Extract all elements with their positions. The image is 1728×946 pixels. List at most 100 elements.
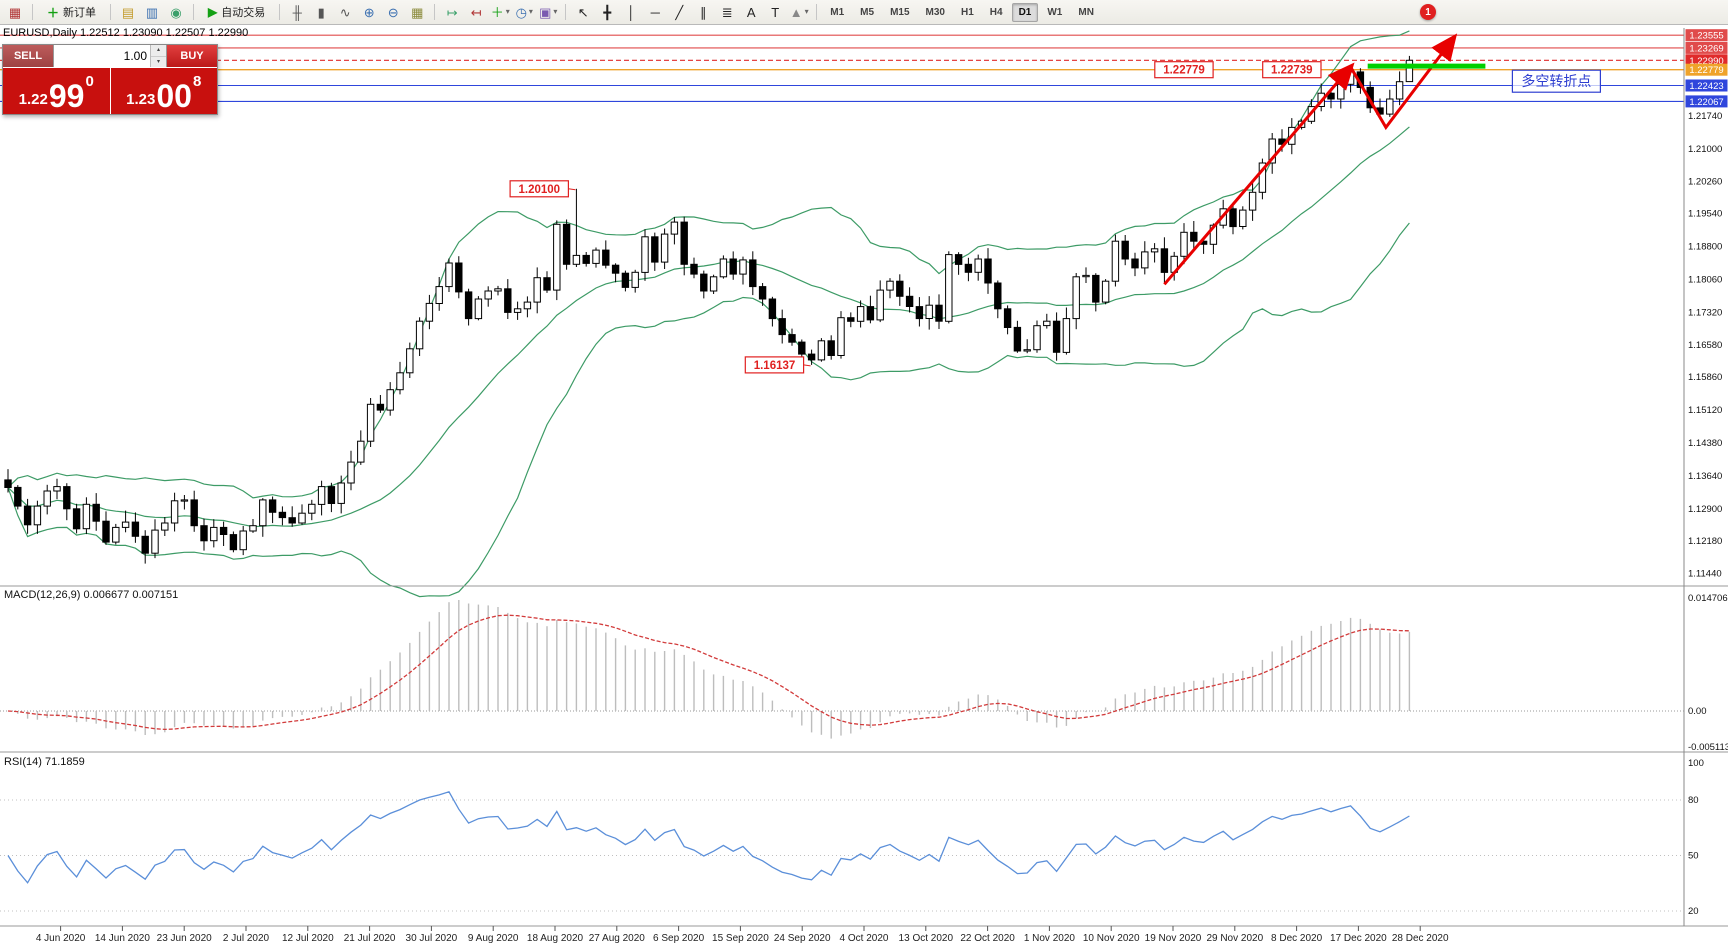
line-chart-icon[interactable]: ∿ <box>339 4 351 20</box>
market-watch-icon[interactable]: ▤ <box>121 4 135 20</box>
dropdown-caret-icon: ▾ <box>528 7 533 16</box>
dropdown-caret-icon: ▾ <box>804 7 809 16</box>
candle-body <box>484 290 492 300</box>
candle-body <box>1405 59 1414 83</box>
candle-body <box>817 340 826 361</box>
fibonacci-icon[interactable]: ≣ <box>721 4 733 20</box>
candle-body <box>14 486 22 507</box>
candle-body <box>631 271 639 288</box>
candle-body <box>611 264 620 274</box>
timeframe-h1[interactable]: H1 <box>960 6 974 18</box>
timeframe-m1[interactable]: M1 <box>830 6 845 18</box>
candle-body <box>896 280 904 297</box>
candle-body <box>768 298 777 320</box>
candle-body <box>513 308 522 313</box>
price-axis-tick-label: 1.18800 <box>1688 242 1722 253</box>
time-scale[interactable] <box>0 926 1728 946</box>
candle-body <box>1072 276 1080 320</box>
candle-body <box>562 223 571 265</box>
candle-body <box>190 499 198 527</box>
candle-body <box>886 280 894 291</box>
price-callout-box[interactable] <box>744 356 805 374</box>
navigator-icon[interactable]: ◉ <box>170 4 182 20</box>
vertical-line-icon[interactable]: │ <box>627 4 636 20</box>
auto-scroll-icon[interactable]: ↦ <box>446 4 458 20</box>
candle-body <box>1327 92 1335 100</box>
candle-body <box>180 499 189 502</box>
candle-body <box>680 221 688 265</box>
periods-icon[interactable]: ◷ ▾ <box>515 4 533 20</box>
price-scale-tag <box>1685 63 1728 76</box>
volume-up-button[interactable]: ▴ <box>151 45 166 57</box>
ask-price-display[interactable]: 1.23 00 8 <box>110 68 217 114</box>
notification-badge[interactable]: 1 <box>1420 4 1436 20</box>
candle-body <box>1111 240 1120 282</box>
text-icon[interactable]: A <box>746 4 756 20</box>
bar-chart-icon[interactable]: ╫ <box>292 4 302 20</box>
candle-body <box>827 340 835 356</box>
note-box[interactable] <box>1511 69 1602 93</box>
data-window-icon[interactable]: ▥ <box>145 4 159 20</box>
horizontal-line-icon[interactable]: ─ <box>650 4 660 20</box>
zoom-out-icon[interactable]: ⊖ <box>387 4 399 20</box>
indicators-icon[interactable]: ＋ ▾ <box>490 4 510 20</box>
price-callout-label: 1.22779 <box>1163 65 1205 77</box>
toolbar-separator <box>816 4 818 20</box>
new-order-button[interactable]: ＋新订单 <box>39 0 104 24</box>
volume-input[interactable]: 1.00 <box>123 49 147 63</box>
sell-button[interactable]: SELL <box>3 45 53 67</box>
timeframe-w1[interactable]: W1 <box>1047 6 1063 18</box>
candle-body <box>1013 326 1022 352</box>
candle-body <box>102 520 110 543</box>
candle-body <box>112 526 120 543</box>
candle-body <box>4 479 12 488</box>
buy-button[interactable]: BUY <box>167 45 217 67</box>
candle-body <box>376 403 385 411</box>
candle-body <box>278 511 287 519</box>
timeframe-m15[interactable]: M15 <box>890 6 910 18</box>
zoom-in-icon[interactable]: ⊕ <box>363 4 375 20</box>
price-scale-tag <box>1685 79 1728 92</box>
timeframe-d1[interactable]: D1 <box>1011 2 1039 22</box>
price-axis-tick-label: 1.21740 <box>1688 111 1722 122</box>
price-axis-tick-label: 1.14380 <box>1688 438 1722 449</box>
candle-body <box>660 233 669 263</box>
price-scale-tag <box>1685 41 1728 54</box>
price-callout-box[interactable] <box>1154 61 1214 79</box>
volume-down-button[interactable]: ▾ <box>151 56 166 67</box>
timeframe-m30[interactable]: M30 <box>925 6 945 18</box>
price-axis-tick-label: 1.12180 <box>1688 536 1722 547</box>
chart-shift-icon[interactable]: ↤ <box>470 4 482 20</box>
time-axis-label: 4 Oct 2020 <box>840 933 889 944</box>
shapes-icon[interactable]: ▲ ▾ <box>789 4 809 20</box>
channel-icon[interactable]: ∥ <box>700 4 707 20</box>
candle-body <box>905 295 914 307</box>
templates-icon[interactable]: ▣ ▾ <box>539 4 558 20</box>
timeframe-h4[interactable]: H4 <box>989 6 1003 18</box>
price-callout-box[interactable] <box>1262 61 1322 79</box>
timeframe-m5[interactable]: M5 <box>860 6 875 18</box>
cursor-icon[interactable]: ↖ <box>577 4 589 20</box>
candlestick-chart-icon[interactable]: ▮ <box>317 4 325 20</box>
price-scale[interactable] <box>1684 28 1728 926</box>
price-scale-tag-label: 1.22067 <box>1689 97 1723 108</box>
bid-price-display[interactable]: 1.22 99 0 <box>3 68 110 114</box>
tile-windows-icon[interactable]: ▦ <box>411 4 424 20</box>
trendline-icon[interactable]: ╱ <box>675 4 684 20</box>
autotrading-button[interactable]: ▶ 自动交易 <box>200 0 273 24</box>
candle-body <box>582 254 590 264</box>
dropdown-caret-icon: ▾ <box>553 7 558 16</box>
price-callout-box[interactable] <box>509 180 570 198</box>
autotrading-button-label: 自动交易 <box>221 7 266 19</box>
candle-body <box>1395 81 1404 100</box>
chart-window-icon[interactable]: ▦ <box>8 4 22 20</box>
candle-body <box>798 341 806 355</box>
trend-arrow[interactable] <box>1163 62 1355 286</box>
text-label-icon[interactable]: T <box>771 4 780 20</box>
timeframe-mn[interactable]: MN <box>1078 6 1094 18</box>
candle-body <box>141 535 149 554</box>
crosshair-icon[interactable]: ╋ <box>603 4 612 20</box>
time-axis-label: 15 Sep 2020 <box>712 933 769 944</box>
candle-body <box>268 499 277 513</box>
